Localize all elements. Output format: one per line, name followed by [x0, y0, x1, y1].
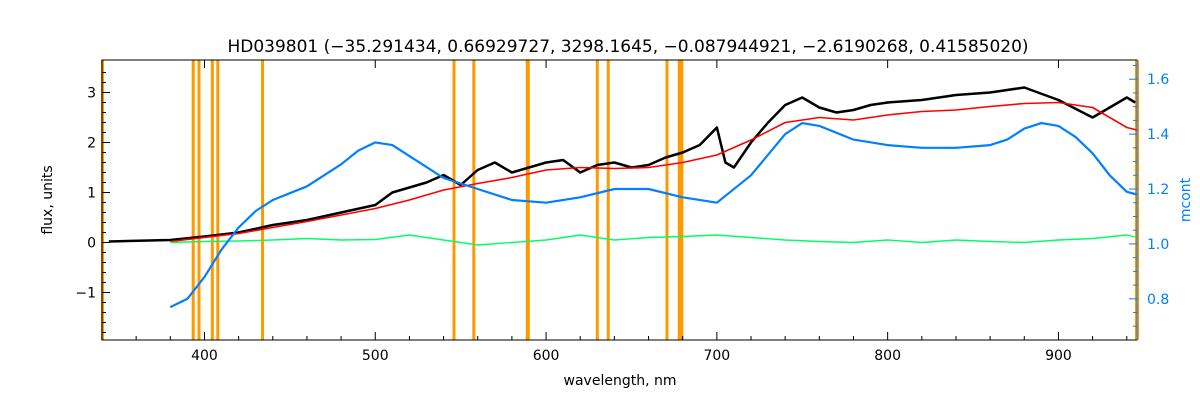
residual-series — [170, 234, 1138, 246]
right-tick-label-1.6: 1.6 — [1147, 72, 1169, 88]
y-tick-label-2: 2 — [87, 136, 96, 152]
right-tick-label-1: 1.0 — [1147, 237, 1169, 253]
chart-title: HD039801 (−35.291434, 0.66929727, 3298.1… — [227, 37, 1028, 57]
x-tick-label-700: 700 — [703, 348, 730, 364]
y-axis-label: flux, units — [40, 165, 56, 234]
x-tick-label-800: 800 — [874, 348, 901, 364]
series-layer — [108, 86, 1138, 309]
y-tick-label-1: 1 — [87, 186, 96, 202]
y-tick-label--1: −1 — [75, 286, 96, 302]
plot-frame — [101, 59, 1138, 341]
x-tick-label-500: 500 — [362, 348, 389, 364]
y-axis-ticks: −1 0 1 2 3 — [75, 72, 110, 333]
right-tick-label-0.8: 0.8 — [1147, 292, 1169, 308]
x-tick-label-400: 400 — [191, 348, 218, 364]
x-tick-label-600: 600 — [533, 348, 560, 364]
spectral-line-markers — [101, 60, 1139, 340]
model-series — [170, 101, 1138, 243]
continuum-series — [169, 121, 1138, 309]
right-tick-label-1.2: 1.2 — [1147, 182, 1169, 198]
x-tick-label-900: 900 — [1045, 348, 1072, 364]
right-axis-ticks: 0.8 1.0 1.2 1.4 1.6 — [1129, 64, 1169, 327]
x-axis-ticks: 400 500 600 700 800 900 — [135, 60, 1128, 364]
observed-series — [108, 86, 1136, 243]
y-tick-label-3: 3 — [87, 86, 96, 102]
right-tick-label-1.4: 1.4 — [1147, 127, 1169, 143]
y-tick-label-0: 0 — [87, 236, 96, 252]
x-axis-label: wavelength, nm — [564, 373, 677, 389]
right-axis-label: mcont — [1178, 177, 1194, 222]
